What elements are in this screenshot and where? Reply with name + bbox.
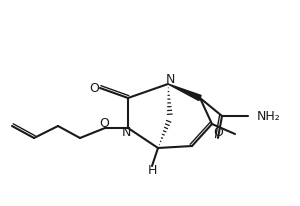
Text: N: N: [165, 73, 175, 85]
Text: H: H: [147, 165, 157, 178]
Text: O: O: [89, 82, 99, 95]
Text: O: O: [99, 117, 109, 130]
Polygon shape: [168, 84, 201, 101]
Text: NH₂: NH₂: [257, 110, 281, 123]
Text: N: N: [121, 126, 131, 139]
Text: O: O: [213, 126, 223, 139]
